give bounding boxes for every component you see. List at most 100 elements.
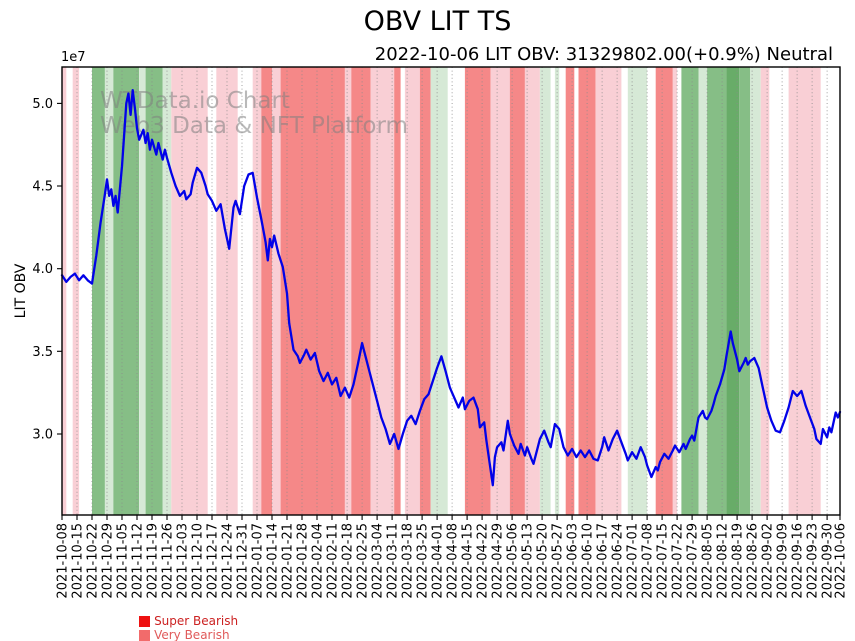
rating-band-bullish (104, 67, 114, 515)
rating-band-very-bearish (565, 67, 575, 515)
rating-band-bearish (490, 67, 510, 515)
rating-band-bearish (788, 67, 821, 515)
x-tick-label: 2021-12-10 (191, 523, 206, 599)
x-tick-label: 2022-07-29 (686, 523, 701, 599)
rating-band-very-bullish (707, 67, 727, 515)
x-tick-label: 2022-02-11 (326, 523, 341, 599)
rating-band-bullish (750, 67, 761, 515)
rating-band-bearish (72, 67, 80, 515)
axes-layer: 2021-10-08 2021-10-15 2021-10-22 2021-10-29… (32, 50, 848, 599)
rating-band-very-bearish (655, 67, 673, 515)
x-tick-label: 2022-01-28 (296, 523, 311, 599)
legend-item-very-bearish: Very Bearish (139, 628, 238, 641)
x-tick-label: 2022-08-19 (731, 523, 746, 599)
x-tick-label: 2021-12-31 (236, 523, 251, 599)
x-tick-label: 2021-12-03 (176, 523, 191, 599)
rating-band-bearish (344, 67, 352, 515)
x-tick-label: 2022-02-25 (356, 523, 371, 599)
y-tick-label: 3.0 (32, 428, 53, 443)
rating-band-bullish (539, 67, 551, 515)
rating-band-bearish (524, 67, 540, 515)
x-tick-label: 2022-04-01 (431, 523, 446, 599)
x-tick-label: 2022-05-06 (506, 523, 521, 599)
chart-title: OBV LIT TS (363, 6, 512, 37)
plot-frame (61, 66, 841, 516)
x-tick-label: 2022-08-12 (716, 523, 731, 599)
x-tick-label: 2022-04-29 (491, 523, 506, 599)
x-tick-label: 2022-05-27 (551, 523, 566, 599)
rating-band-very-bearish (509, 67, 525, 515)
x-tick-label: 2022-06-03 (566, 523, 581, 599)
rating-band-bullish (430, 67, 448, 515)
x-tick-label: 2021-12-17 (206, 523, 221, 599)
rating-band-bullish (698, 67, 708, 515)
obv-line-layer (60, 88, 842, 487)
x-tick-label: 2021-11-26 (161, 523, 176, 599)
rating-band-very-bullish (739, 67, 750, 515)
rating-band-bearish (672, 67, 678, 515)
y-tick-label: 4.5 (32, 180, 53, 195)
rating-band-very-bearish (351, 67, 371, 515)
rating-band-bearish (171, 67, 208, 515)
rating-band-super-bullish (726, 67, 740, 515)
x-tick-label: 2022-08-26 (746, 523, 761, 599)
x-tick-label: 2022-07-08 (641, 523, 656, 599)
x-tick-label: 2021-11-12 (131, 523, 146, 599)
x-tick-label: 2022-03-11 (386, 523, 401, 599)
rating-band-very-bullish (681, 67, 699, 515)
x-tick-label: 2022-09-16 (791, 523, 806, 599)
watermark-line2: Web3 Data & NFT Platform (100, 113, 408, 139)
x-tick-label: 2022-06-24 (611, 523, 626, 599)
x-tick-label: 2022-07-22 (671, 523, 686, 599)
x-tick-label: 2022-09-02 (761, 523, 776, 599)
legend-swatch-super-bearish (139, 615, 151, 627)
x-tick-label: 2021-10-29 (101, 523, 116, 599)
x-tick-label: 2022-01-14 (266, 523, 281, 599)
rating-band-bearish (760, 67, 770, 515)
x-tick-label: 2022-08-05 (701, 523, 716, 599)
rating-band-bearish (62, 67, 67, 515)
legend-item-super-bearish: Super Bearish (139, 614, 238, 628)
rating-band-bullish (627, 67, 648, 515)
rating-band-very-bullish (145, 67, 163, 515)
x-tick-label: 2022-04-15 (461, 523, 476, 599)
x-tick-label: 2022-06-10 (581, 523, 596, 599)
legend-label-super-bearish: Super Bearish (154, 614, 239, 628)
x-tick-label: 2022-02-18 (341, 523, 356, 599)
x-tick-label: 2021-11-05 (116, 523, 131, 599)
x-tick-label: 2022-03-25 (416, 523, 431, 599)
x-tick-label: 2022-03-04 (371, 523, 386, 599)
rating-band-very-bearish (280, 67, 345, 515)
legend-label-very-bearish: Very Bearish (154, 628, 230, 641)
chart-subtitle: 2022-10-06 LIT OBV: 31329802.00(+0.9%) N… (374, 44, 833, 65)
x-tick-label: 2022-04-22 (476, 523, 491, 599)
x-tick-label: 2022-09-23 (806, 523, 821, 599)
x-tick-label: 2022-05-13 (521, 523, 536, 599)
x-tick-label: 2022-05-20 (536, 523, 551, 599)
y-tick-label: 3.5 (32, 345, 53, 360)
x-tick-label: 2022-10-06 (834, 523, 849, 599)
gridlines-layer (61, 67, 841, 515)
y-axis-offset-label: 1e7 (61, 50, 86, 65)
x-tick-label: 2022-03-18 (401, 523, 416, 599)
x-tick-label: 2021-10-08 (56, 523, 71, 599)
legend-swatch-very-bearish (139, 629, 151, 641)
rating-band-very-bullish (113, 67, 140, 515)
y-tick-label: 5.0 (32, 97, 53, 112)
rating-band-very-bearish (419, 67, 431, 515)
x-tick-label: 2022-07-15 (656, 523, 671, 599)
x-tick-label: 2021-10-22 (86, 523, 101, 599)
rating-band-bearish (272, 67, 281, 515)
x-tick-label: 2022-04-08 (446, 523, 461, 599)
obv-line (60, 88, 842, 487)
x-tick-label: 2021-10-15 (71, 523, 86, 599)
rating-band-bullish (139, 67, 146, 515)
x-tick-label: 2022-09-30 (821, 523, 836, 599)
x-tick-label: 2022-09-09 (776, 523, 791, 599)
x-tick-label: 2022-07-01 (626, 523, 641, 599)
x-tick-label: 2021-11-19 (146, 523, 161, 599)
rating-band-very-bearish (394, 67, 401, 515)
